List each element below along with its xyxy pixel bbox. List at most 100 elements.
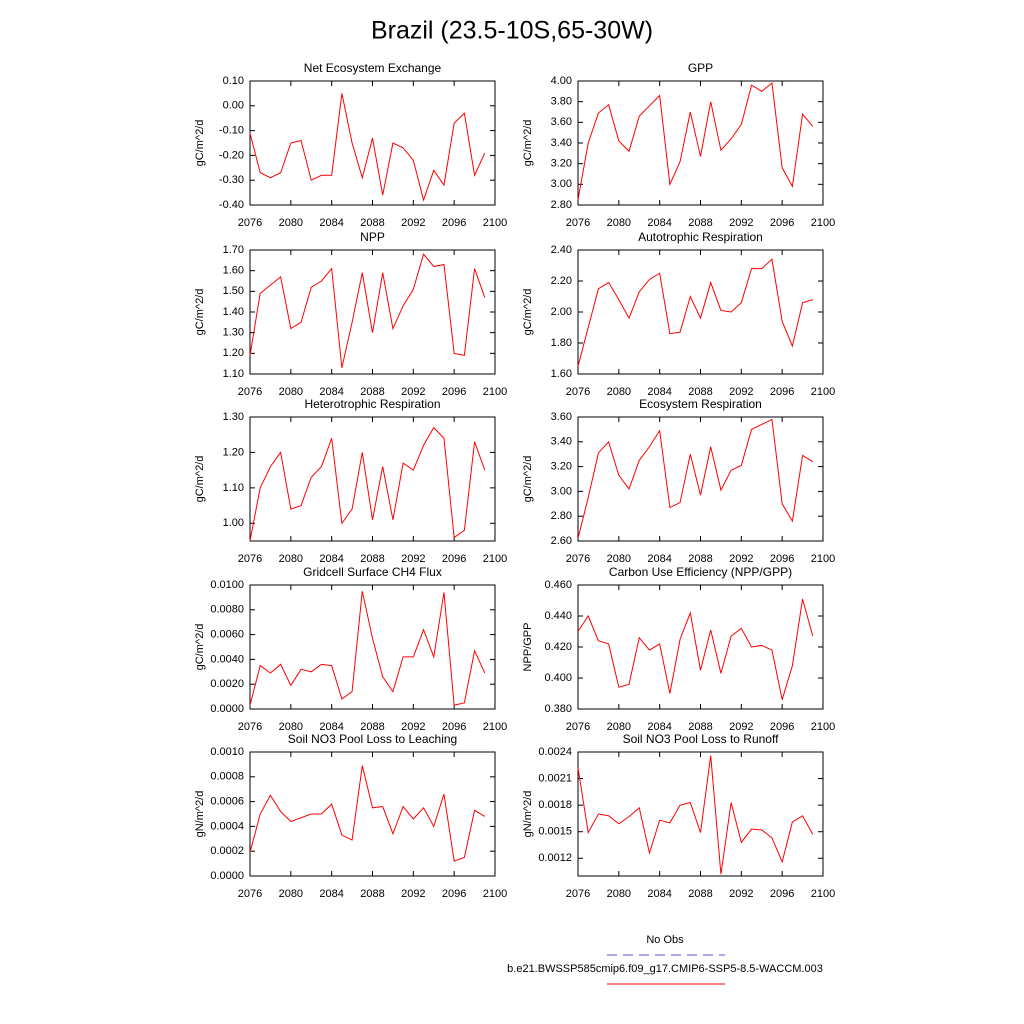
x-tick-label: 2084: [319, 721, 343, 733]
plot-frame: [577, 416, 824, 542]
y-tick-label: 0.0000: [210, 870, 244, 882]
x-tick-label: 2096: [442, 386, 466, 398]
panel-title: Ecosystem Respiration: [639, 397, 762, 411]
x-tick-label: 2076: [238, 888, 262, 900]
y-tick-label: 1.30: [223, 411, 244, 423]
y-tick-label: 0.0004: [210, 820, 244, 832]
x-tick-label: 2096: [442, 553, 466, 565]
page-title: Brazil (23.5-10S,65-30W): [371, 17, 653, 45]
x-tick-label: 2100: [811, 888, 835, 900]
x-tick-label: 2076: [566, 721, 590, 733]
y-tick-label: 1.20: [223, 347, 244, 359]
y-tick-label: 3.00: [551, 485, 572, 497]
x-tick-label: 2080: [279, 553, 303, 565]
y-tick-label: 3.00: [551, 178, 572, 190]
x-tick-label: 2084: [319, 386, 343, 398]
x-tick-label: 2096: [770, 553, 794, 565]
x-tick-label: 2092: [729, 553, 753, 565]
y-axis-label: gC/m^2/d: [522, 120, 534, 167]
x-tick-label: 2092: [401, 553, 425, 565]
y-tick-label: 2.20: [551, 275, 572, 287]
data-line: [577, 755, 814, 875]
x-tick-label: 2084: [319, 888, 343, 900]
y-tick-label: 1.40: [223, 306, 244, 318]
y-tick-label: 3.60: [551, 116, 572, 128]
panel-title: Net Ecosystem Exchange: [304, 61, 442, 75]
x-tick-label: 2080: [279, 217, 303, 229]
data-line: [249, 253, 486, 368]
y-tick-label: 3.60: [551, 411, 572, 423]
y-tick-label: 2.00: [551, 306, 572, 318]
y-tick-label: 0.0015: [538, 826, 572, 838]
y-tick-label: 3.80: [551, 96, 572, 108]
x-tick-label: 2088: [360, 386, 384, 398]
y-axis-label: NPP/GPP: [522, 623, 534, 672]
y-tick-label: 0.00: [223, 100, 244, 112]
x-tick-label: 2096: [770, 217, 794, 229]
x-tick-label: 2100: [811, 721, 835, 733]
panel-title: Gridcell Surface CH4 Flux: [303, 565, 442, 579]
y-tick-label: -0.40: [219, 199, 244, 211]
data-line: [577, 418, 814, 539]
x-tick-label: 2092: [729, 721, 753, 733]
x-tick-label: 2076: [238, 721, 262, 733]
x-tick-label: 2080: [279, 888, 303, 900]
x-tick-label: 2080: [607, 386, 631, 398]
data-line: [577, 598, 814, 700]
y-tick-label: 0.0060: [210, 629, 244, 641]
y-tick-label: 2.80: [551, 510, 572, 522]
x-tick-label: 2080: [607, 217, 631, 229]
x-tick-label: 2088: [360, 888, 384, 900]
y-tick-label: 0.10: [223, 75, 244, 87]
data-line: [577, 82, 814, 200]
x-tick-label: 2100: [811, 386, 835, 398]
x-tick-label: 2084: [319, 553, 343, 565]
x-tick-label: 2088: [688, 888, 712, 900]
x-tick-label: 2088: [688, 217, 712, 229]
y-tick-label: -0.30: [219, 174, 244, 186]
data-line: [249, 426, 486, 542]
x-tick-label: 2092: [729, 386, 753, 398]
y-tick-label: 1.00: [223, 517, 244, 529]
y-axis-label: gC/m^2/d: [522, 289, 534, 336]
x-tick-label: 2092: [729, 217, 753, 229]
y-tick-label: 2.60: [551, 535, 572, 547]
y-tick-label: 3.20: [551, 158, 572, 170]
x-tick-label: 2080: [607, 721, 631, 733]
y-tick-label: 1.50: [223, 285, 244, 297]
y-tick-label: 0.0002: [210, 845, 244, 857]
plot-frame: [577, 751, 824, 877]
x-tick-label: 2096: [442, 888, 466, 900]
y-tick-label: 1.10: [223, 482, 244, 494]
y-tick-label: 0.0000: [210, 703, 244, 715]
y-tick-label: 0.420: [544, 641, 572, 653]
x-tick-label: 2096: [442, 217, 466, 229]
y-tick-label: 1.80: [551, 337, 572, 349]
x-tick-label: 2076: [566, 217, 590, 229]
panel-title: Heterotrophic Respiration: [304, 397, 440, 411]
x-tick-label: 2100: [483, 721, 507, 733]
plot-frame: [249, 751, 496, 877]
y-tick-label: 1.20: [223, 446, 244, 458]
plot-frame: [577, 80, 824, 206]
x-tick-label: 2100: [483, 888, 507, 900]
panel-title: Autotrophic Respiration: [638, 230, 763, 244]
x-tick-label: 2096: [770, 721, 794, 733]
plot-frame: [249, 416, 496, 542]
y-tick-label: 0.0008: [210, 771, 244, 783]
x-tick-label: 2076: [566, 888, 590, 900]
x-tick-label: 2100: [811, 553, 835, 565]
y-axis-label: gC/m^2/d: [194, 624, 206, 671]
y-tick-label: 0.0080: [210, 604, 244, 616]
legend-label: No Obs: [646, 934, 684, 946]
x-tick-label: 2084: [647, 721, 671, 733]
y-tick-label: 0.400: [544, 672, 572, 684]
y-tick-label: 0.0018: [538, 799, 572, 811]
data-line: [577, 258, 813, 367]
x-tick-label: 2100: [483, 386, 507, 398]
x-tick-label: 2076: [566, 553, 590, 565]
x-tick-label: 2100: [483, 553, 507, 565]
y-tick-label: 4.00: [551, 75, 572, 87]
x-tick-label: 2080: [279, 721, 303, 733]
y-tick-label: -0.20: [219, 149, 244, 161]
